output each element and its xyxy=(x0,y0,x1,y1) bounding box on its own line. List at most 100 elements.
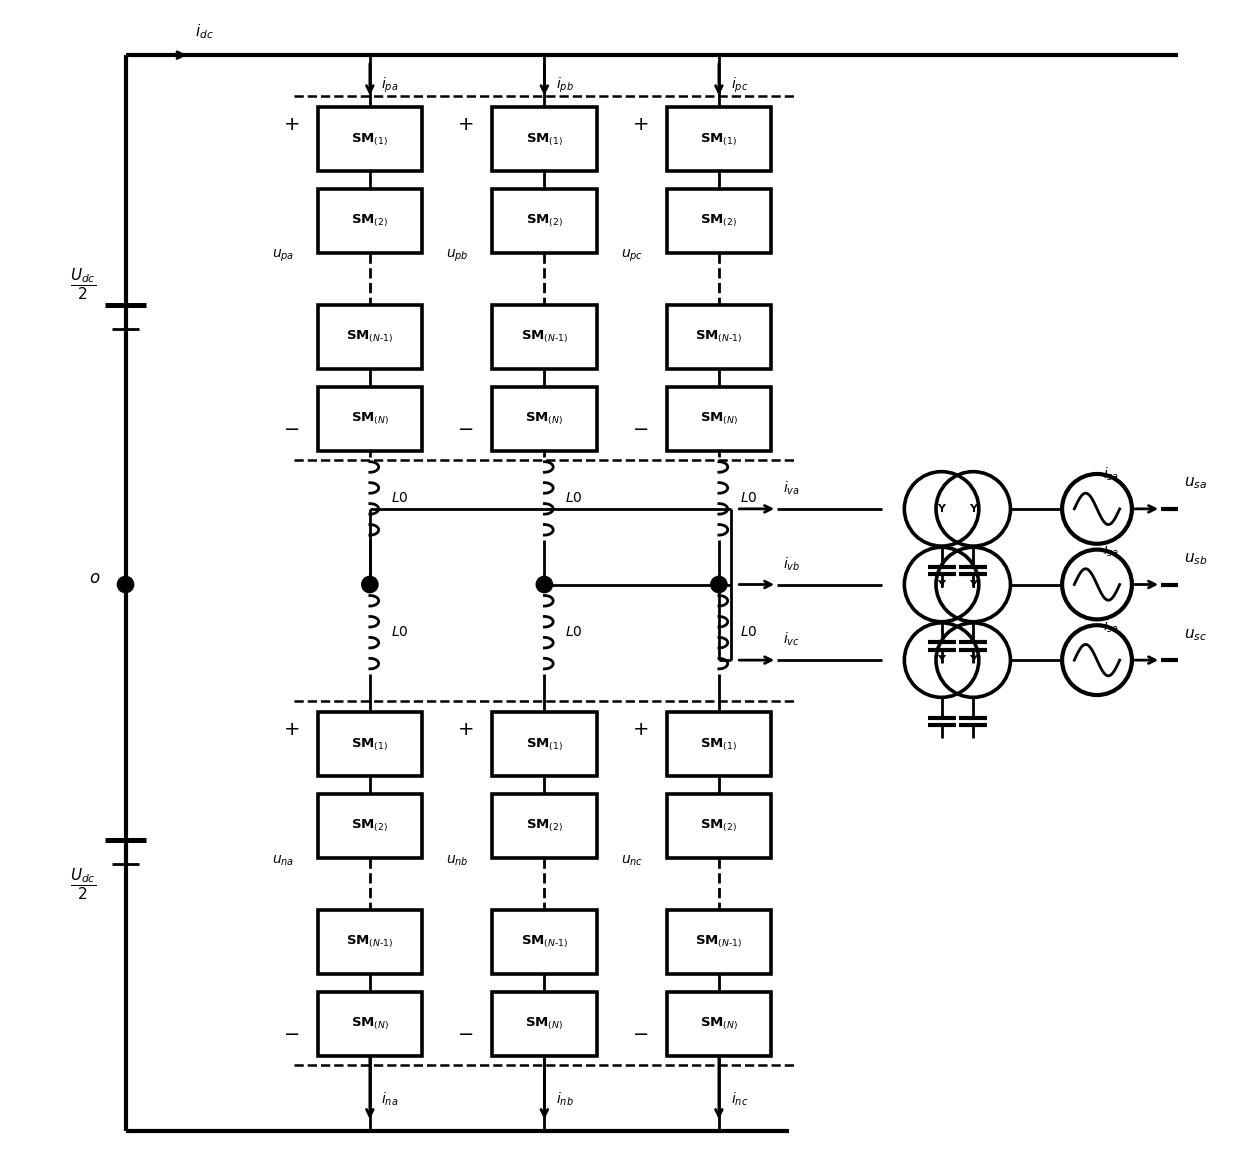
Text: $i_{sa}$: $i_{sa}$ xyxy=(1102,617,1118,635)
Text: $\mathbf{SM}_{(2)}$: $\mathbf{SM}_{(2)}$ xyxy=(701,817,738,835)
Bar xyxy=(667,108,771,172)
Text: $\dfrac{U_{dc}}{2}$: $\dfrac{U_{dc}}{2}$ xyxy=(71,867,97,902)
Text: $-$: $-$ xyxy=(631,1023,649,1042)
Bar xyxy=(317,108,422,172)
Text: $L0$: $L0$ xyxy=(740,491,758,505)
Bar xyxy=(667,305,771,369)
Text: $\mathbf{SM}_{(N)}$: $\mathbf{SM}_{(N)}$ xyxy=(351,1016,389,1032)
Bar xyxy=(667,189,771,253)
Text: $\mathbf{SM}_{(1)}$: $\mathbf{SM}_{(1)}$ xyxy=(351,131,388,147)
Text: $\mathbf{SM}_{(1)}$: $\mathbf{SM}_{(1)}$ xyxy=(526,131,563,147)
Text: Y: Y xyxy=(970,655,977,665)
Text: $\mathbf{SM}_{(2)}$: $\mathbf{SM}_{(2)}$ xyxy=(701,213,738,229)
Text: $+$: $+$ xyxy=(458,116,474,134)
Bar xyxy=(492,911,596,974)
Text: $u_{na}$: $u_{na}$ xyxy=(272,853,294,869)
Bar xyxy=(317,991,422,1056)
Text: $u_{sb}$: $u_{sb}$ xyxy=(1184,552,1208,567)
Text: $u_{nb}$: $u_{nb}$ xyxy=(446,853,469,869)
Text: $u_{nc}$: $u_{nc}$ xyxy=(621,853,644,869)
Text: $+$: $+$ xyxy=(283,116,299,134)
Bar xyxy=(317,794,422,858)
Text: $\mathbf{SM}_{(1)}$: $\mathbf{SM}_{(1)}$ xyxy=(701,736,738,753)
Bar xyxy=(317,712,422,776)
Text: $i_{nb}$: $i_{nb}$ xyxy=(556,1091,574,1108)
Circle shape xyxy=(362,576,378,593)
Text: $L0$: $L0$ xyxy=(565,625,583,639)
Bar xyxy=(667,911,771,974)
Text: $\mathbf{SM}_{(N\text{-}1)}$: $\mathbf{SM}_{(N\text{-}1)}$ xyxy=(696,934,743,950)
Bar xyxy=(492,712,596,776)
Bar xyxy=(492,794,596,858)
Text: $\mathbf{SM}_{(N\text{-}1)}$: $\mathbf{SM}_{(N\text{-}1)}$ xyxy=(696,328,743,346)
Text: $\mathbf{SM}_{(1)}$: $\mathbf{SM}_{(1)}$ xyxy=(351,736,388,753)
Text: $i_{nc}$: $i_{nc}$ xyxy=(730,1091,748,1108)
Circle shape xyxy=(711,576,727,593)
Text: $u_{pc}$: $u_{pc}$ xyxy=(621,248,644,264)
Text: $\mathbf{SM}_{(2)}$: $\mathbf{SM}_{(2)}$ xyxy=(351,817,388,835)
Text: $i_{pc}$: $i_{pc}$ xyxy=(730,76,748,96)
Circle shape xyxy=(118,576,134,593)
Bar xyxy=(317,305,422,369)
Text: $-$: $-$ xyxy=(631,419,649,437)
Text: $\dfrac{U_{dc}}{2}$: $\dfrac{U_{dc}}{2}$ xyxy=(71,267,97,302)
Bar xyxy=(492,108,596,172)
Text: Y: Y xyxy=(937,580,946,589)
Text: $L0$: $L0$ xyxy=(391,625,408,639)
Text: $\mathbf{SM}_{(1)}$: $\mathbf{SM}_{(1)}$ xyxy=(526,736,563,753)
Bar xyxy=(317,387,422,451)
Text: $i_{dc}$: $i_{dc}$ xyxy=(196,22,215,41)
Bar xyxy=(667,387,771,451)
Text: $\mathbf{SM}_{(N\text{-}1)}$: $\mathbf{SM}_{(N\text{-}1)}$ xyxy=(346,934,393,950)
Text: $i_{vb}$: $i_{vb}$ xyxy=(782,555,800,573)
Text: $\mathbf{SM}_{(N\text{-}1)}$: $\mathbf{SM}_{(N\text{-}1)}$ xyxy=(521,328,568,346)
Text: $L0$: $L0$ xyxy=(565,491,583,505)
Text: $+$: $+$ xyxy=(631,116,649,134)
Text: $\mathbf{SM}_{(N\text{-}1)}$: $\mathbf{SM}_{(N\text{-}1)}$ xyxy=(346,328,393,346)
Text: $\mathbf{SM}_{(N)}$: $\mathbf{SM}_{(N)}$ xyxy=(526,1016,563,1032)
Text: $i_{pa}$: $i_{pa}$ xyxy=(382,76,399,96)
Text: $\mathbf{SM}_{(N)}$: $\mathbf{SM}_{(N)}$ xyxy=(699,410,738,427)
Text: $\mathbf{SM}_{(1)}$: $\mathbf{SM}_{(1)}$ xyxy=(701,131,738,147)
Bar xyxy=(317,189,422,253)
Text: Y: Y xyxy=(970,580,977,589)
Text: $u_{sa}$: $u_{sa}$ xyxy=(1184,476,1208,491)
Bar xyxy=(667,991,771,1056)
Text: $\mathbf{SM}_{(N\text{-}1)}$: $\mathbf{SM}_{(N\text{-}1)}$ xyxy=(521,934,568,950)
Text: $u_{sc}$: $u_{sc}$ xyxy=(1184,627,1208,643)
Text: $\mathbf{SM}_{(2)}$: $\mathbf{SM}_{(2)}$ xyxy=(526,817,563,835)
Text: $\mathbf{SM}_{(2)}$: $\mathbf{SM}_{(2)}$ xyxy=(351,213,388,229)
Text: $i_{sa}$: $i_{sa}$ xyxy=(1102,541,1118,559)
Text: $\mathbf{SM}_{(N)}$: $\mathbf{SM}_{(N)}$ xyxy=(351,410,389,427)
Text: $i_{vc}$: $i_{vc}$ xyxy=(782,631,800,649)
Circle shape xyxy=(536,576,553,593)
Text: $L0$: $L0$ xyxy=(740,625,758,639)
Text: $u_{pb}$: $u_{pb}$ xyxy=(446,248,469,264)
Text: $\mathbf{SM}_{(2)}$: $\mathbf{SM}_{(2)}$ xyxy=(526,213,563,229)
Text: $i_{va}$: $i_{va}$ xyxy=(782,479,800,497)
Text: $o$: $o$ xyxy=(88,570,100,587)
Text: $i_{pb}$: $i_{pb}$ xyxy=(556,76,574,96)
Bar xyxy=(492,991,596,1056)
Text: $i_{na}$: $i_{na}$ xyxy=(382,1091,399,1108)
Bar xyxy=(317,911,422,974)
Text: Y: Y xyxy=(937,504,946,514)
Bar xyxy=(667,794,771,858)
Text: $+$: $+$ xyxy=(283,720,299,740)
Text: $+$: $+$ xyxy=(458,720,474,740)
Text: $-$: $-$ xyxy=(458,419,474,437)
Text: $-$: $-$ xyxy=(458,1023,474,1042)
Bar xyxy=(492,387,596,451)
Text: $-$: $-$ xyxy=(283,1023,299,1042)
Text: $u_{pa}$: $u_{pa}$ xyxy=(272,248,294,264)
Text: $\mathbf{SM}_{(N)}$: $\mathbf{SM}_{(N)}$ xyxy=(699,1016,738,1032)
Bar xyxy=(667,712,771,776)
Text: $\mathbf{SM}_{(N)}$: $\mathbf{SM}_{(N)}$ xyxy=(526,410,563,427)
Bar xyxy=(492,305,596,369)
Text: Y: Y xyxy=(937,655,946,665)
Text: $+$: $+$ xyxy=(631,720,649,740)
Text: $L0$: $L0$ xyxy=(391,491,408,505)
Text: $-$: $-$ xyxy=(283,419,299,437)
Text: Y: Y xyxy=(970,504,977,514)
Text: $i_{sa}$: $i_{sa}$ xyxy=(1102,466,1118,483)
